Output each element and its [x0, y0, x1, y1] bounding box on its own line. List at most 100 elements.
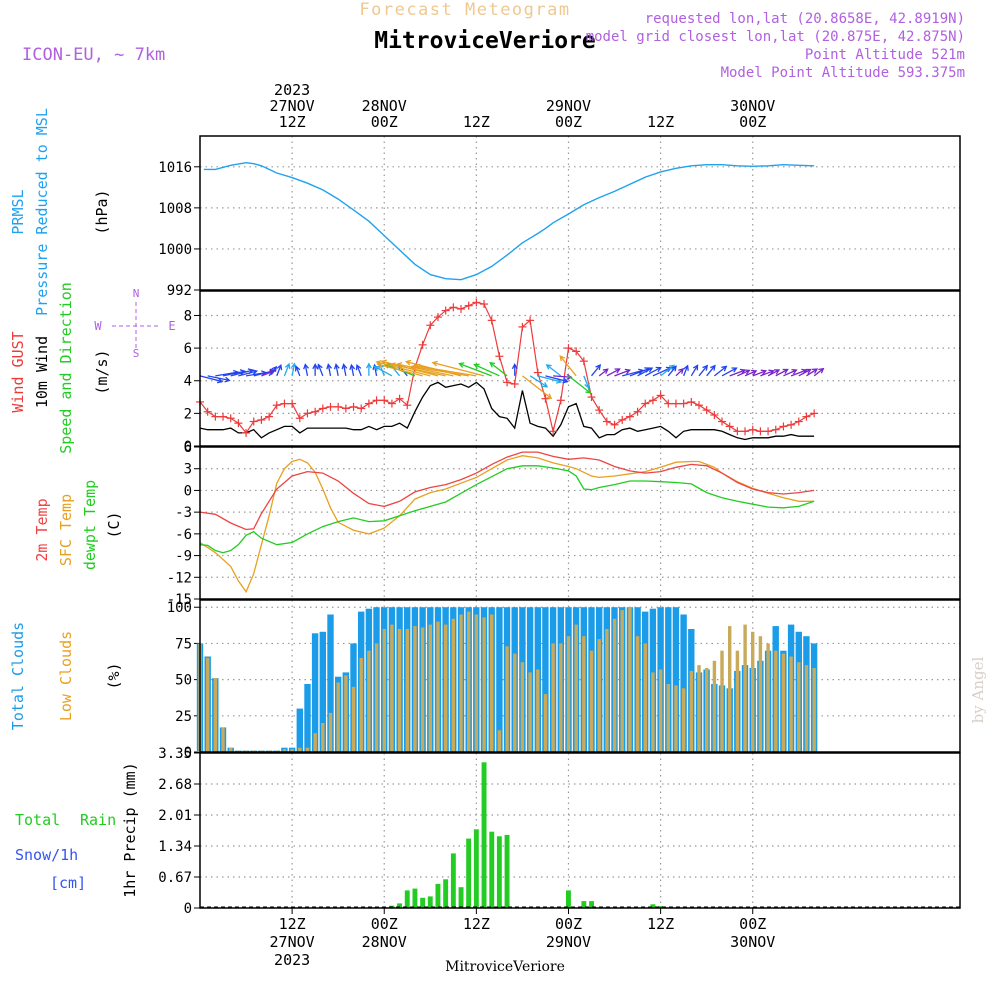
low-cloud-bar: [221, 727, 225, 752]
gust-marker: [718, 417, 727, 426]
low-cloud-bar: [651, 672, 655, 752]
wind-arrow: [349, 363, 356, 376]
pressure-desc-label: Pressure Reduced to MSL: [33, 108, 51, 316]
gust-marker: [288, 399, 297, 408]
total-cloud-bar: [496, 607, 503, 752]
wind-arrow: [798, 368, 812, 377]
wind-arrow: [489, 361, 508, 377]
wind-arrow-shaft: [783, 369, 797, 377]
low-cloud-bar: [374, 643, 379, 752]
gust-marker: [679, 399, 688, 408]
y-tick-label: 4: [184, 374, 192, 390]
y-tick-label: 3: [184, 462, 192, 478]
wind-arrow-shaft: [729, 369, 746, 377]
y-tick-label: 50: [175, 673, 192, 689]
wind-arrow-shaft: [598, 368, 609, 377]
gust-marker: [771, 425, 780, 434]
wind-arrow-head: [458, 362, 465, 368]
wind-arrow-head: [511, 363, 518, 370]
gust-marker: [211, 412, 220, 421]
gust-marker: [395, 394, 404, 403]
wind-arrow: [333, 363, 340, 376]
wind-arrow-shaft: [559, 355, 577, 377]
gust-marker: [234, 419, 243, 428]
wind-arrow: [545, 375, 569, 384]
wind-arrow: [326, 363, 332, 376]
compass-w: W: [94, 319, 102, 333]
low-cloud-bar: [428, 624, 432, 752]
wind-arrow-head: [773, 369, 781, 375]
wind-arrow-shaft: [737, 369, 750, 377]
wind-arrow-shaft: [317, 364, 324, 377]
wind-arrow-head: [373, 365, 380, 372]
wind-arrow: [458, 362, 492, 377]
wind-arrow: [303, 363, 309, 376]
wind-arrow-shaft: [806, 368, 818, 377]
gust-marker: [702, 406, 711, 415]
wind-arrow-shaft: [798, 368, 811, 377]
wind-arrow: [545, 364, 562, 377]
gust-marker: [625, 412, 634, 421]
wind-arrow-shaft: [489, 362, 508, 377]
gust-marker: [480, 300, 489, 309]
low-cloud-bar: [666, 684, 670, 752]
gust-marker: [487, 316, 496, 325]
rain-bar: [458, 887, 464, 908]
wind-arrow-shaft: [706, 365, 716, 377]
wind-arrow-head: [251, 369, 259, 375]
low-cloud-bar: [420, 627, 425, 752]
wind-arrow-head: [410, 364, 417, 371]
y-tick-label: 1.34: [158, 839, 192, 855]
panel-frame: [199, 752, 961, 909]
wind-arrow-head: [647, 367, 654, 373]
rain-bar: [412, 888, 418, 908]
low-cloud-bar: [305, 747, 310, 752]
low-clouds-label: Low Clouds: [57, 631, 75, 721]
wind-arrow: [317, 363, 324, 377]
gust-marker: [257, 415, 266, 424]
low-cloud-bar: [743, 624, 747, 752]
wind-arrow-shaft: [459, 363, 492, 377]
top-time-label: 00Z: [371, 113, 398, 131]
low-cloud-bar: [597, 639, 601, 752]
gust-marker: [764, 427, 773, 436]
compass-symbol: [112, 302, 160, 348]
gust-marker: [587, 393, 596, 402]
rain-bar: [466, 838, 472, 908]
y-tick-label: -3: [175, 505, 192, 521]
gust-marker: [303, 409, 312, 418]
wind-arrow: [744, 369, 758, 377]
wind-arrow-head: [710, 364, 716, 371]
low-cloud-bar: [797, 662, 801, 752]
wind-arrow-head: [692, 364, 699, 371]
low-cloud-bar: [789, 656, 793, 752]
low-cloud-bar: [758, 636, 763, 752]
y-tick-label: 1000: [158, 242, 192, 258]
wind-arrow: [341, 363, 348, 376]
gust-marker: [664, 399, 673, 408]
low-cloud-bar: [751, 631, 755, 752]
total-cloud-bar: [680, 614, 687, 752]
low-cloud-bar: [705, 668, 709, 752]
gust-marker: [756, 427, 765, 436]
wind-arrow-shaft: [767, 369, 780, 377]
low-cloud-bar: [589, 650, 594, 752]
wind-arrow-head: [585, 387, 592, 394]
gust-marker: [311, 407, 320, 416]
wind-arrow-shaft: [652, 367, 672, 377]
wind-arrow-shaft: [537, 375, 562, 383]
y-tick-label: -12: [167, 570, 192, 586]
gust-marker: [464, 301, 473, 310]
wind-arrow: [365, 362, 372, 376]
wind-arrow-head: [326, 363, 332, 370]
watermark: by Angel: [969, 656, 987, 723]
panel-frame: [199, 599, 961, 753]
compass-s: S: [133, 347, 140, 360]
wind-arrow-shaft: [268, 366, 277, 377]
dewpt-label: dewpt Temp: [81, 480, 99, 570]
prmsl-label: PRMSL: [9, 189, 27, 234]
total-cloud-bar: [311, 633, 319, 752]
wind-arrow-head: [805, 368, 812, 375]
top-time-label: 12Z: [647, 113, 674, 131]
